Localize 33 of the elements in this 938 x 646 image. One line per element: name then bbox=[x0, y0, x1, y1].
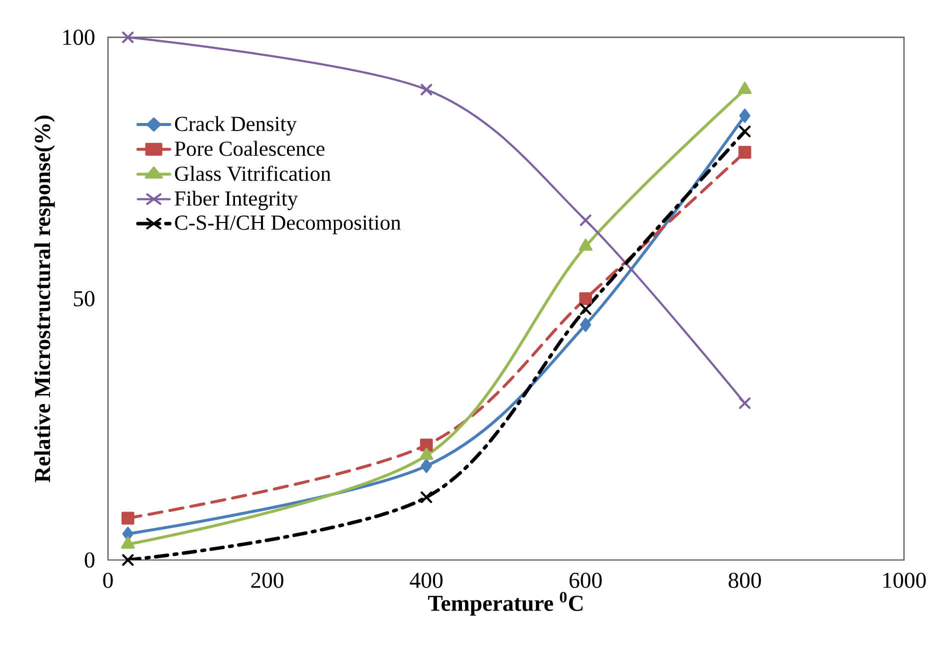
point bbox=[420, 458, 432, 473]
x-tick-label: 400 bbox=[410, 572, 443, 588]
point bbox=[420, 448, 434, 460]
point bbox=[122, 512, 134, 525]
point bbox=[122, 554, 134, 566]
legend-label: Glass Vitrification bbox=[175, 166, 331, 182]
y-tick-label: 50 bbox=[74, 291, 94, 306]
y-tick-label: 100 bbox=[63, 30, 94, 45]
x-tick-label: 600 bbox=[570, 572, 602, 588]
x-tick-label: 1000 bbox=[883, 572, 926, 588]
point bbox=[739, 397, 751, 409]
legend-label: C-S-H/CH Decomposition bbox=[175, 216, 401, 234]
point bbox=[739, 108, 750, 123]
x-tick-label: 800 bbox=[728, 572, 761, 588]
x-tick-label: 200 bbox=[251, 572, 284, 588]
point bbox=[122, 32, 134, 44]
y-axis-title: Relative Microstructural response(%) bbox=[34, 116, 55, 482]
point bbox=[738, 146, 752, 159]
legend-label: Crack Density bbox=[175, 116, 297, 136]
point bbox=[420, 84, 432, 96]
point bbox=[739, 126, 751, 138]
point bbox=[420, 438, 433, 452]
point bbox=[580, 318, 592, 332]
x-tick-label: 0 bbox=[103, 572, 113, 588]
point bbox=[580, 214, 592, 226]
point bbox=[580, 303, 592, 315]
legend-label: Pore Coalescence bbox=[174, 140, 324, 156]
point bbox=[579, 292, 592, 306]
y-tick-label: 0 bbox=[84, 552, 94, 568]
legend-label: Fiber Integrity bbox=[174, 190, 298, 210]
point bbox=[121, 536, 135, 549]
point bbox=[420, 491, 432, 504]
x-axis-title: Temperature $^{0}$C bbox=[428, 592, 583, 616]
